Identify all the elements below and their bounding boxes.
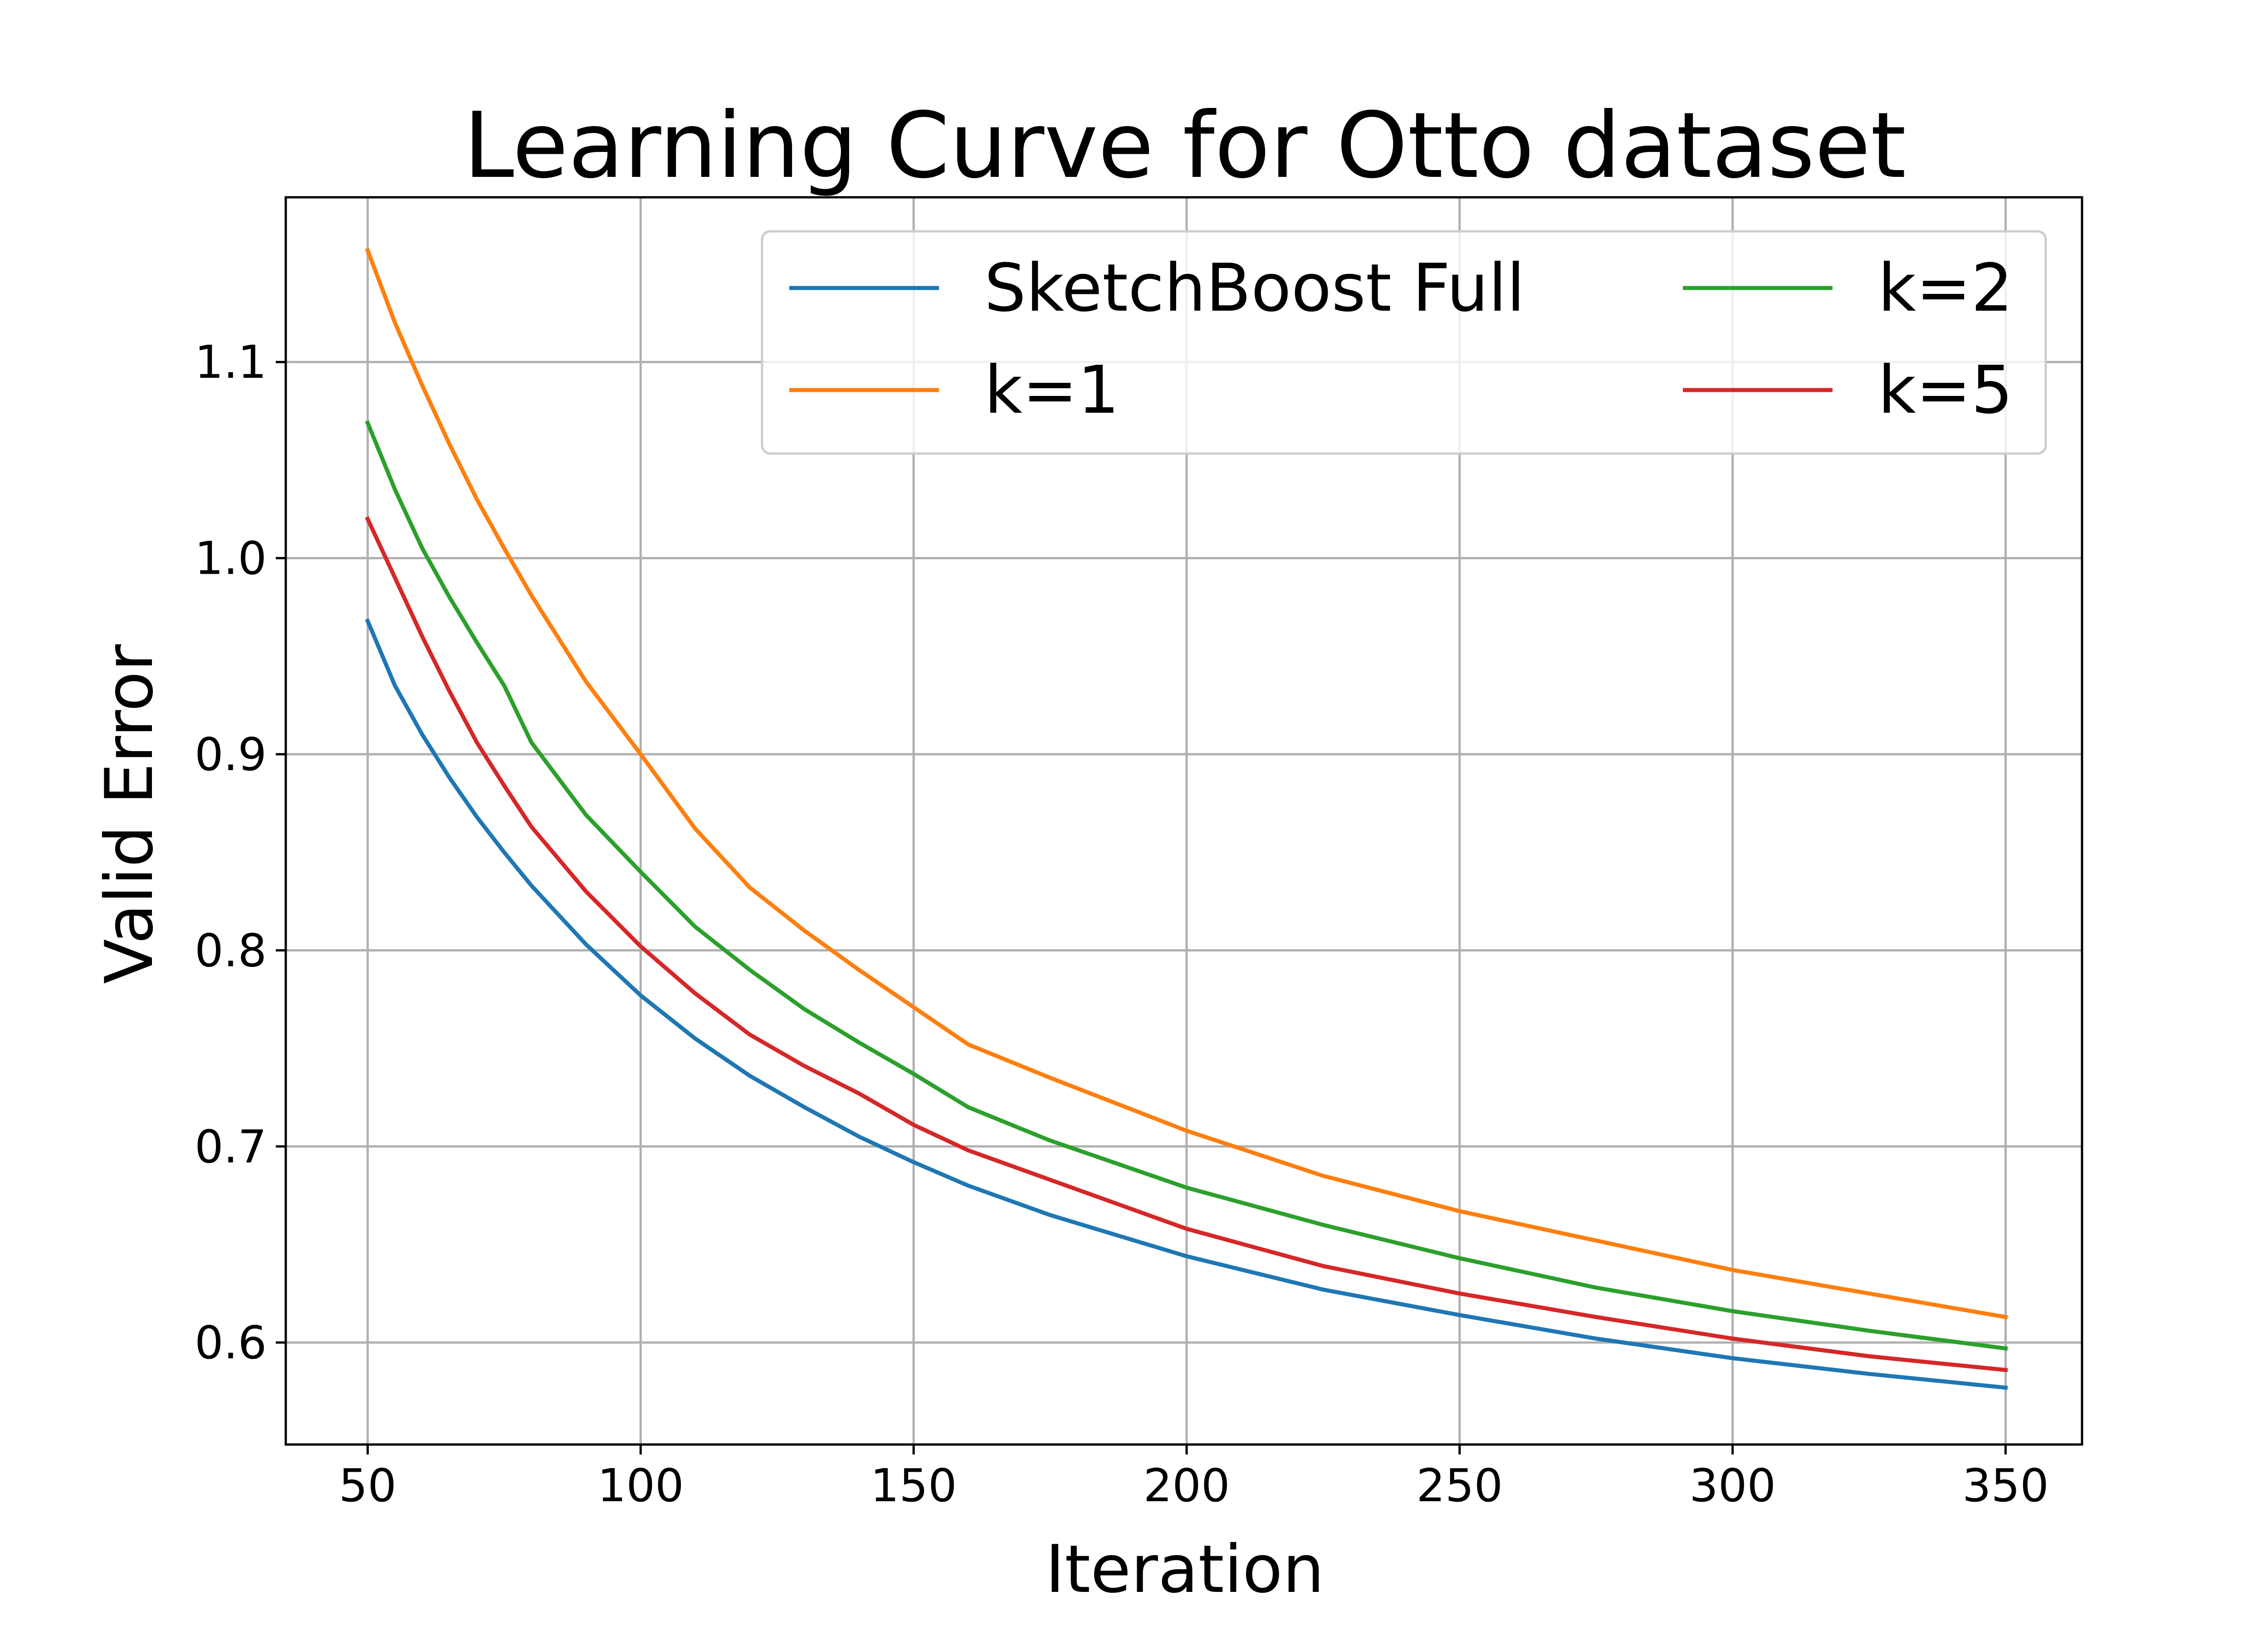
legend-label: SketchBoost Full (984, 250, 1525, 327)
series-line-k-1 (365, 247, 2008, 1320)
series-line-k-5 (365, 516, 2008, 1372)
legend-label: k=1 (984, 352, 1119, 429)
axis-ticks: 50 100 150 200 250 300 350 0.6 0.7 0.8 0.9 1.0 1.1 (195, 336, 2049, 1512)
legend-label: k=5 (1878, 352, 2013, 429)
series-lines (365, 247, 2008, 1390)
y-tick-label: 0.8 (195, 924, 267, 977)
y-tick-label: 0.6 (195, 1316, 267, 1369)
y-tick-label: 1.0 (195, 532, 267, 585)
y-tick-label: 0.7 (195, 1120, 267, 1173)
y-tick-label: 1.1 (195, 336, 267, 389)
x-tick-label: 250 (1416, 1459, 1503, 1512)
legend: SketchBoost Full k=1 k=2 k=5 (761, 230, 2047, 455)
x-axis-label: Iteration (1045, 1531, 1324, 1608)
x-tick-label: 300 (1689, 1459, 1776, 1512)
x-tick-label: 200 (1144, 1459, 1230, 1512)
x-tick-label: 100 (597, 1459, 684, 1512)
y-axis-label: Valid Error (91, 644, 168, 984)
x-tick-label: 150 (870, 1459, 957, 1512)
x-tick-label: 350 (1962, 1459, 2049, 1512)
y-tick-label: 0.9 (195, 728, 267, 781)
plot-frame (284, 196, 2083, 1446)
legend-label: k=2 (1878, 250, 2013, 327)
series-line-k-2 (365, 420, 2008, 1351)
x-tick-label: 50 (339, 1459, 396, 1512)
chart-title: Learning Curve for Otto dataset (464, 93, 1906, 199)
series-line-sketchboost-full (365, 618, 2008, 1390)
